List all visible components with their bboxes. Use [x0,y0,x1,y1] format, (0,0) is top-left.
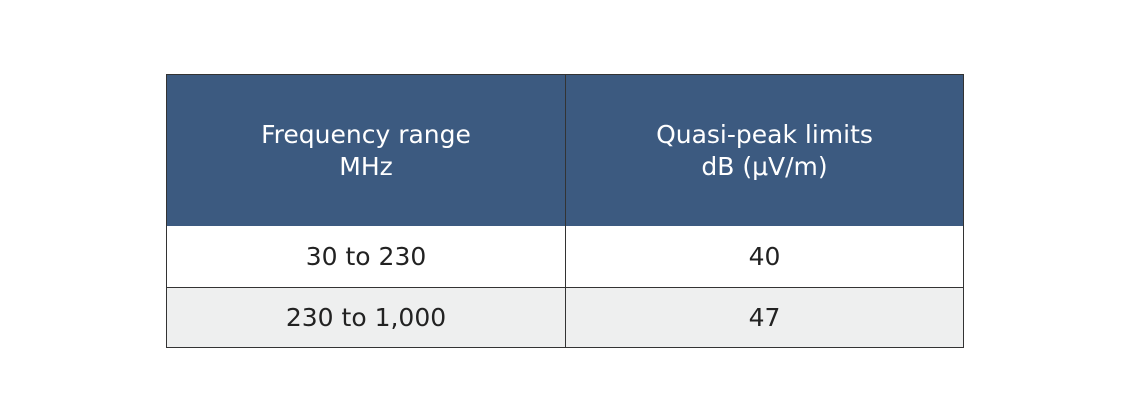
table-cell: 47 [566,288,963,347]
header-unit: dB (μV/m) [701,151,828,181]
header-cell: Frequency range MHz [167,75,566,226]
limits-table: Frequency range MHz Quasi-peak limits dB… [166,74,964,348]
header-text: Frequency range [261,119,471,149]
table-cell: 40 [566,226,963,288]
header-text: Quasi-peak limits [656,119,873,149]
header-cell: Quasi-peak limits dB (μV/m) [566,75,963,226]
table-cell: 30 to 230 [167,226,566,288]
header-unit: MHz [339,151,393,181]
table-cell: 230 to 1,000 [167,288,566,347]
